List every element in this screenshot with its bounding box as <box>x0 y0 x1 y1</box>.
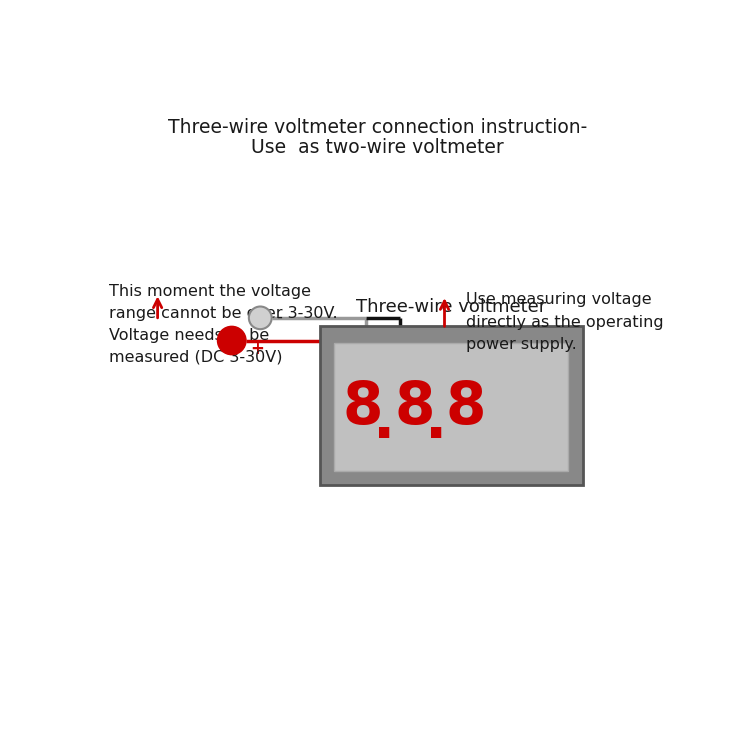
Text: Three-wire voltmeter connection instruction-: Three-wire voltmeter connection instruct… <box>168 118 587 138</box>
Text: Use  as two-wire voltmeter: Use as two-wire voltmeter <box>251 138 503 158</box>
Text: This moment the voltage
range cannot be over 3-30V.: This moment the voltage range cannot be … <box>109 284 338 321</box>
Text: 8: 8 <box>343 380 383 436</box>
Text: -: - <box>276 308 282 326</box>
Text: Voltage needs to be
measured (DC 3-30V): Voltage needs to be measured (DC 3-30V) <box>109 328 283 365</box>
Bar <box>334 344 568 471</box>
Text: .: . <box>425 393 447 450</box>
Circle shape <box>218 326 246 355</box>
Circle shape <box>249 306 272 329</box>
Bar <box>320 326 583 485</box>
Text: Three-wire voltmeter: Three-wire voltmeter <box>356 297 546 316</box>
Text: 8: 8 <box>394 380 434 436</box>
Text: 8: 8 <box>445 380 486 436</box>
Text: .: . <box>373 393 396 450</box>
Text: Use measuring voltage
directly as the operating
power supply.: Use measuring voltage directly as the op… <box>466 292 663 352</box>
Text: +: + <box>250 340 264 358</box>
